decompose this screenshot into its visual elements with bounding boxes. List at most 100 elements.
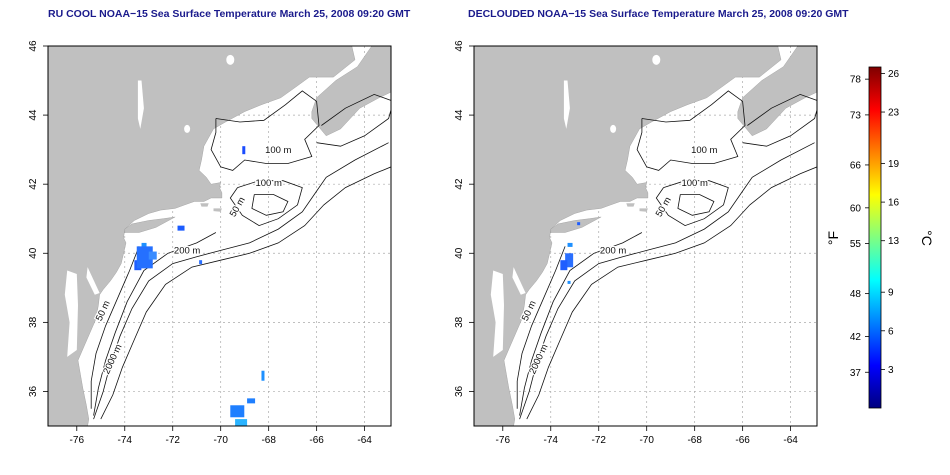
colorbar-gradient bbox=[869, 67, 881, 408]
contour-label: 100 m bbox=[691, 145, 717, 156]
left-map-title: RU COOL NOAA−15 Sea Surface Temperature … bbox=[48, 8, 411, 20]
fahrenheit-tick-label: 37 bbox=[850, 368, 862, 379]
colorbar-celsius-label: °C bbox=[919, 230, 935, 246]
sst-pixel bbox=[230, 405, 245, 418]
lon-tick-label: -72 bbox=[592, 435, 607, 446]
gulf-of-maine-100m-contour bbox=[210, 90, 320, 171]
sst-pixel bbox=[242, 146, 246, 155]
celsius-tick-label: 26 bbox=[888, 69, 900, 80]
fahrenheit-tick-label: 66 bbox=[850, 160, 862, 171]
lon-tick-label: -64 bbox=[357, 435, 372, 446]
left-map-axis-ticks: -76 -74 -72 -70 -68 -66 -64 36 38 40 42 44 46 bbox=[28, 40, 372, 446]
sst-pixel bbox=[177, 225, 185, 231]
slope-2000m-contour bbox=[526, 166, 817, 420]
lat-tick-label: 46 bbox=[454, 40, 465, 52]
sst-pixel bbox=[567, 242, 573, 247]
mid-atlantic-100m-contour bbox=[93, 232, 217, 416]
fahrenheit-tick-label: 78 bbox=[850, 75, 862, 86]
nantucket-island bbox=[213, 208, 222, 212]
slope-2000m-contour bbox=[100, 166, 391, 420]
sst-pixel bbox=[247, 398, 256, 404]
lat-tick-label: 40 bbox=[28, 247, 39, 259]
lake-winnipesaukee bbox=[184, 124, 191, 133]
sst-pixel bbox=[148, 251, 157, 260]
contour-label: 100 m bbox=[265, 145, 291, 156]
georges-bank-contour bbox=[229, 180, 303, 227]
long-island bbox=[124, 216, 176, 233]
long-island bbox=[550, 216, 602, 233]
fahrenheit-tick-label: 60 bbox=[850, 203, 862, 214]
lat-tick-label: 38 bbox=[454, 316, 465, 328]
nantucket-island bbox=[639, 208, 648, 212]
right-map-land bbox=[474, 46, 817, 426]
left-map-depth-contours bbox=[90, 90, 391, 420]
lat-tick-label: 44 bbox=[454, 109, 465, 121]
celsius-tick-label: 6 bbox=[888, 326, 894, 337]
contour-label: 200 m bbox=[600, 245, 626, 256]
left-map-frame bbox=[47, 45, 392, 427]
right-map-title: DECLOUDED NOAA−15 Sea Surface Temperatur… bbox=[468, 8, 849, 20]
celsius-tick-label: 3 bbox=[888, 365, 894, 376]
fahrenheit-tick-label: 48 bbox=[850, 289, 862, 300]
marthas-vineyard bbox=[626, 203, 635, 207]
georges-bank-contour bbox=[655, 180, 729, 227]
moosehead-lake bbox=[652, 54, 661, 65]
lon-tick-label: -76 bbox=[496, 435, 511, 446]
mid-atlantic-50m-contour bbox=[90, 246, 140, 409]
sst-pixel bbox=[141, 242, 147, 247]
lake-champlain bbox=[137, 80, 144, 129]
mid-atlantic-100m-contour bbox=[519, 232, 643, 416]
sst-pixel bbox=[235, 419, 248, 426]
lat-tick-label: 36 bbox=[454, 385, 465, 397]
shelf-200m-contour bbox=[93, 142, 389, 420]
fahrenheit-tick-label: 55 bbox=[850, 239, 862, 250]
delaware-bay bbox=[512, 267, 526, 295]
chesapeake-bay bbox=[490, 270, 504, 357]
gulf-of-maine-100m-contour bbox=[636, 90, 746, 171]
lon-tick-label: -74 bbox=[118, 435, 133, 446]
lat-tick-label: 44 bbox=[28, 109, 39, 121]
lat-tick-label: 46 bbox=[28, 40, 39, 52]
mainland-landmass bbox=[474, 46, 782, 426]
celsius-tick-label: 13 bbox=[888, 236, 900, 247]
celsius-tick-label: 16 bbox=[888, 198, 900, 209]
lake-champlain bbox=[563, 80, 570, 129]
temperature-colorbar: 26 23 19 16 13 9 6 3 78 73 66 60 55 48 42 37 °F °C bbox=[825, 66, 935, 409]
lat-tick-label: 38 bbox=[28, 316, 39, 328]
right-map-frame bbox=[473, 45, 818, 427]
lon-tick-label: -64 bbox=[783, 435, 798, 446]
sst-pixel bbox=[560, 260, 568, 271]
right-map-sst-pixels bbox=[560, 222, 581, 284]
georges-bank-50m-contour bbox=[251, 194, 289, 216]
celsius-tick-label: 19 bbox=[888, 159, 900, 170]
scotian-shelf-100m-contour bbox=[742, 93, 817, 147]
mid-atlantic-50m-contour bbox=[516, 246, 566, 409]
moosehead-lake bbox=[226, 54, 235, 65]
fahrenheit-tick-label: 73 bbox=[850, 110, 862, 121]
sst-pixel bbox=[565, 253, 574, 268]
nova-scotia bbox=[737, 46, 817, 137]
left-map-sst-pixels bbox=[134, 146, 265, 426]
lat-tick-label: 42 bbox=[454, 178, 465, 190]
right-map-depth-contours bbox=[516, 90, 817, 420]
lon-tick-label: -72 bbox=[166, 435, 181, 446]
lat-tick-label: 36 bbox=[28, 385, 39, 397]
celsius-tick-label: 23 bbox=[888, 108, 900, 119]
sst-pixel bbox=[261, 370, 265, 381]
contour-label: 200 m bbox=[174, 245, 200, 256]
celsius-tick-label: 9 bbox=[888, 288, 894, 299]
scotian-shelf-100m-contour bbox=[316, 93, 391, 147]
lat-tick-label: 42 bbox=[28, 178, 39, 190]
delaware-bay bbox=[86, 267, 100, 295]
marthas-vineyard bbox=[200, 203, 209, 207]
contour-label: 100 m bbox=[255, 178, 281, 189]
lon-tick-label: -68 bbox=[261, 435, 276, 446]
lon-tick-label: -68 bbox=[687, 435, 702, 446]
sst-pixel bbox=[567, 280, 571, 284]
right-map-axis-ticks: -76 -74 -72 -70 -68 -66 -64 36 38 40 42 44 46 bbox=[454, 40, 798, 446]
colorbar-fahrenheit-label: °F bbox=[825, 231, 841, 245]
fahrenheit-tick-label: 42 bbox=[850, 332, 862, 343]
